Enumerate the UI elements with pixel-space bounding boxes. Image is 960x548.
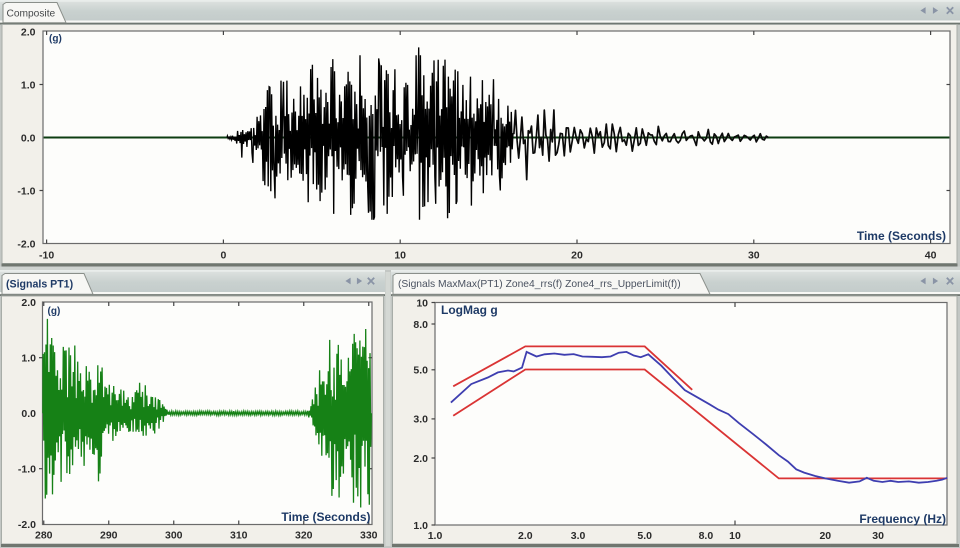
svg-text:1.0: 1.0	[413, 520, 428, 532]
svg-text:3.0: 3.0	[571, 530, 586, 542]
svg-text:1.0: 1.0	[21, 79, 36, 91]
svg-text:2.0: 2.0	[21, 297, 36, 309]
svg-text:1.0: 1.0	[21, 353, 36, 365]
svg-text:2.0: 2.0	[413, 453, 428, 465]
svg-text:20: 20	[819, 530, 831, 542]
svg-text:330: 330	[360, 530, 378, 542]
svg-text:0: 0	[220, 250, 226, 262]
svg-text:0.0: 0.0	[21, 408, 36, 420]
svg-text:-10: -10	[39, 250, 54, 262]
svg-text:10: 10	[394, 250, 406, 262]
svg-text:Time (Seconds): Time (Seconds)	[281, 510, 370, 524]
svg-text:20: 20	[571, 250, 583, 262]
svg-text:(g): (g)	[49, 34, 62, 45]
svg-text:290: 290	[100, 530, 118, 542]
svg-text:(Signals PT1): (Signals PT1)	[6, 279, 73, 291]
svg-text:30: 30	[748, 250, 760, 262]
svg-text:8.0: 8.0	[413, 319, 428, 331]
svg-text:-1.0: -1.0	[17, 185, 35, 197]
svg-text:8.0: 8.0	[699, 530, 714, 542]
svg-text:0.0: 0.0	[21, 132, 36, 144]
svg-text:Composite: Composite	[7, 9, 56, 20]
svg-text:2.0: 2.0	[21, 26, 36, 38]
svg-text:5.0: 5.0	[413, 365, 428, 377]
svg-text:3.0: 3.0	[413, 414, 428, 426]
svg-text:1.0: 1.0	[428, 530, 443, 542]
svg-text:Time (Seconds): Time (Seconds)	[857, 229, 946, 243]
svg-text:Frequency (Hz): Frequency (Hz)	[859, 512, 946, 526]
svg-text:-2.0: -2.0	[18, 519, 36, 531]
svg-text:5.0: 5.0	[637, 530, 652, 542]
svg-text:10: 10	[729, 530, 741, 542]
svg-text:(g): (g)	[48, 306, 61, 317]
svg-text:320: 320	[295, 530, 313, 542]
svg-text:LogMag g: LogMag g	[441, 303, 498, 317]
svg-text:310: 310	[230, 530, 248, 542]
svg-text:30: 30	[872, 530, 884, 542]
svg-text:300: 300	[165, 530, 183, 542]
svg-text:2.0: 2.0	[518, 530, 533, 542]
svg-text:280: 280	[35, 530, 53, 542]
svg-text:-2.0: -2.0	[17, 238, 35, 250]
svg-text:10: 10	[416, 297, 428, 309]
svg-text:-1.0: -1.0	[18, 464, 36, 476]
svg-text:(Signals MaxMax(PT1) Zone4_rrs: (Signals MaxMax(PT1) Zone4_rrs(f) Zone4_…	[398, 279, 681, 290]
svg-text:40: 40	[925, 250, 937, 262]
